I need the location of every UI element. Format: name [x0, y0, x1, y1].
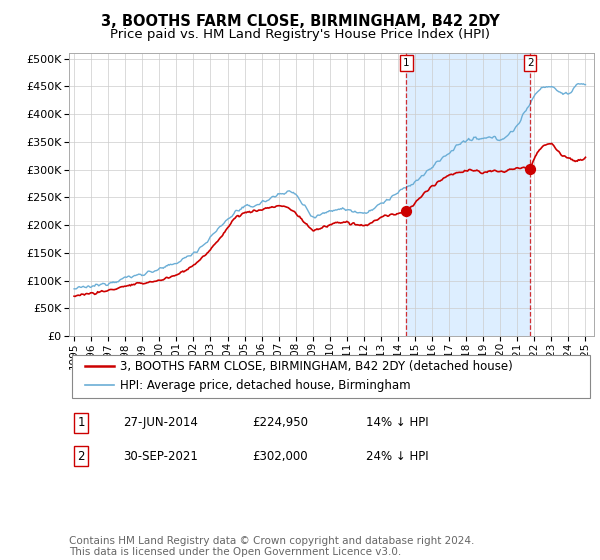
- Point: [525, 164, 535, 173]
- Text: 2: 2: [527, 58, 533, 68]
- Text: Contains HM Land Registry data © Crown copyright and database right 2024.
This d: Contains HM Land Registry data © Crown c…: [69, 535, 475, 557]
- Text: 27-JUN-2014: 27-JUN-2014: [123, 416, 198, 430]
- Text: Price paid vs. HM Land Registry's House Price Index (HPI): Price paid vs. HM Land Registry's House …: [110, 28, 490, 41]
- Text: 2: 2: [77, 450, 85, 463]
- Text: 24% ↓ HPI: 24% ↓ HPI: [366, 450, 428, 463]
- Bar: [406, 53, 530, 336]
- Text: 14% ↓ HPI: 14% ↓ HPI: [366, 416, 428, 430]
- Text: £302,000: £302,000: [252, 450, 308, 463]
- Text: 1: 1: [403, 58, 410, 68]
- Text: £224,950: £224,950: [252, 416, 308, 430]
- Text: 30-SEP-2021: 30-SEP-2021: [123, 450, 198, 463]
- Text: 3, BOOTHS FARM CLOSE, BIRMINGHAM, B42 2DY: 3, BOOTHS FARM CLOSE, BIRMINGHAM, B42 2D…: [101, 14, 499, 29]
- Legend: 3, BOOTHS FARM CLOSE, BIRMINGHAM, B42 2DY (detached house), HPI: Average price, : 3, BOOTHS FARM CLOSE, BIRMINGHAM, B42 2D…: [80, 355, 518, 396]
- Point: [401, 207, 411, 216]
- FancyBboxPatch shape: [71, 354, 590, 398]
- Text: 1: 1: [77, 416, 85, 430]
